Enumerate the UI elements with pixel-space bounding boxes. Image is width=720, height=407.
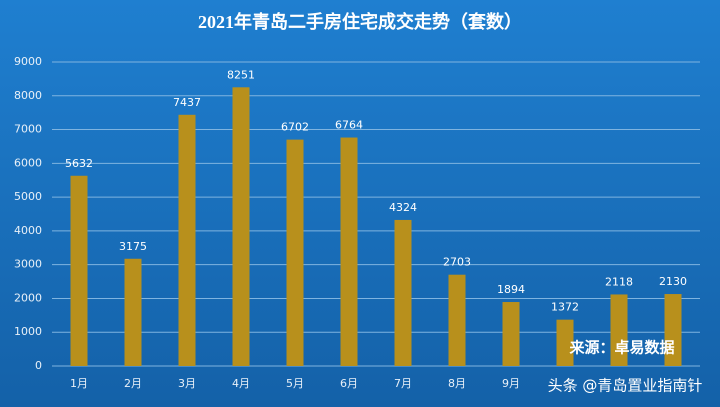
value-label: 2118 [605, 275, 633, 288]
x-tick-label: 6月 [340, 377, 358, 390]
x-tick-label: 7月 [394, 377, 412, 390]
value-label: 2703 [443, 256, 471, 269]
chart-title: 2021年青岛二手房住宅成交走势（套数） [198, 11, 522, 32]
value-label: 5632 [65, 157, 93, 170]
y-tick-label: 0 [35, 359, 42, 372]
value-label: 2130 [659, 275, 687, 288]
x-tick-label: 1月 [70, 377, 88, 390]
y-tick-label: 1000 [14, 325, 42, 338]
y-tick-label: 8000 [14, 89, 42, 102]
bar [124, 258, 142, 366]
y-tick-label: 5000 [14, 190, 42, 203]
y-tick-label: 4000 [14, 224, 42, 237]
bar [556, 319, 574, 366]
y-tick-label: 9000 [14, 55, 42, 68]
y-tick-label: 6000 [14, 156, 42, 169]
y-tick-label: 3000 [14, 258, 42, 271]
x-tick-label: 4月 [232, 377, 250, 390]
bar [448, 274, 466, 366]
bar [610, 294, 628, 366]
bar [502, 302, 520, 366]
value-label: 1894 [497, 283, 525, 296]
bar [394, 219, 412, 366]
bar [232, 87, 250, 366]
x-tick-label: 8月 [448, 377, 466, 390]
x-tick-label: 2月 [124, 377, 142, 390]
value-label: 6702 [281, 121, 309, 134]
x-tick-label: 3月 [178, 377, 196, 390]
value-label: 6764 [335, 119, 363, 132]
bar [70, 175, 88, 366]
value-label: 8251 [227, 68, 255, 81]
source: 来源：卓易数据 [568, 339, 674, 357]
bar [340, 137, 358, 366]
value-label: 4324 [389, 201, 417, 214]
x-tick-label: 5月 [286, 377, 304, 390]
bar [664, 294, 682, 366]
y-tick-label: 7000 [14, 123, 42, 136]
value-label: 1372 [551, 301, 579, 314]
bar [286, 139, 304, 366]
value-label: 3175 [119, 240, 147, 253]
y-tick-label: 2000 [14, 291, 42, 304]
x-tick-label: 9月 [502, 377, 520, 390]
watermark: 头条 @青岛置业指南针 [548, 377, 703, 395]
value-label: 7437 [173, 96, 201, 109]
bar [178, 114, 196, 366]
